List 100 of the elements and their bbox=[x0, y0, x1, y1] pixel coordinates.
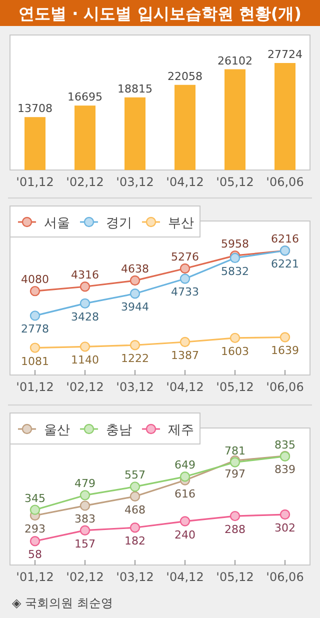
data-label: 1639 bbox=[271, 344, 299, 358]
point bbox=[180, 263, 190, 274]
data-label: 302 bbox=[274, 522, 296, 535]
point bbox=[80, 500, 90, 511]
bar bbox=[274, 63, 296, 170]
data-label: 157 bbox=[74, 537, 96, 550]
bar bbox=[174, 84, 196, 170]
text: ◈ 국회의원 최순영 bbox=[12, 596, 113, 610]
point bbox=[130, 275, 140, 286]
data-label: 839 bbox=[274, 462, 296, 476]
point bbox=[280, 509, 290, 520]
point bbox=[30, 342, 40, 353]
data-label: 288 bbox=[224, 523, 246, 536]
legend-label: 경기 bbox=[106, 216, 132, 231]
x-tick-label: '01,12 bbox=[16, 570, 54, 584]
data-label: 18815 bbox=[118, 82, 152, 96]
point bbox=[130, 288, 140, 299]
x-tick-label: '05,12 bbox=[216, 175, 254, 189]
data-label: 16695 bbox=[68, 90, 102, 104]
x-tick-label: '03,12 bbox=[116, 380, 154, 394]
data-label: 835 bbox=[274, 438, 296, 452]
x-tick-label: '04,12 bbox=[166, 175, 204, 189]
x-tick-label: '01,12 bbox=[16, 175, 54, 189]
bar bbox=[224, 69, 246, 170]
data-label: 13708 bbox=[18, 102, 52, 116]
data-label: 345 bbox=[24, 492, 46, 505]
x-tick-label: '03,12 bbox=[116, 570, 154, 584]
x-tick-label: '03,12 bbox=[116, 175, 154, 189]
x-tick-label: '06,06 bbox=[266, 380, 304, 394]
legend-label: 울산 bbox=[44, 423, 70, 438]
data-label: 4316 bbox=[71, 268, 99, 282]
data-label: 22058 bbox=[168, 70, 202, 83]
data-label: 1387 bbox=[171, 349, 199, 362]
data-label: 58 bbox=[28, 548, 42, 562]
data-label: 3428 bbox=[71, 310, 99, 324]
data-label: 1081 bbox=[21, 354, 49, 368]
data-label: 1140 bbox=[71, 354, 99, 367]
point bbox=[280, 332, 290, 342]
data-label: 6221 bbox=[271, 258, 299, 271]
point bbox=[30, 310, 40, 321]
point bbox=[130, 491, 140, 502]
legend-label: 서울 bbox=[44, 216, 70, 231]
point bbox=[30, 286, 40, 296]
point bbox=[30, 504, 40, 515]
data-label: 557 bbox=[124, 468, 146, 482]
legend-label: 충남 bbox=[106, 423, 132, 438]
x-tick-label: '01,12 bbox=[16, 380, 54, 394]
chart-title: 연도별 · 시도별 입시보습학원 현황(개) bbox=[18, 4, 302, 23]
data-label: 6216 bbox=[271, 232, 299, 246]
point bbox=[80, 525, 90, 536]
data-label: 797 bbox=[224, 468, 246, 481]
point bbox=[180, 336, 190, 348]
data-label: 26102 bbox=[218, 54, 252, 68]
point bbox=[230, 510, 240, 522]
data-label: 468 bbox=[124, 503, 146, 516]
x-tick-label: '06,06 bbox=[266, 570, 304, 584]
x-tick-label: '02,12 bbox=[66, 175, 104, 189]
point bbox=[80, 298, 90, 309]
data-label: 5276 bbox=[171, 250, 199, 264]
point bbox=[80, 342, 90, 352]
data-label: 479 bbox=[74, 477, 96, 490]
data-label: 4733 bbox=[171, 286, 199, 299]
point bbox=[130, 482, 140, 492]
point bbox=[180, 516, 190, 526]
x-tick-label: '05,12 bbox=[216, 570, 254, 584]
point bbox=[80, 282, 90, 292]
point bbox=[80, 490, 90, 500]
point bbox=[30, 536, 40, 546]
data-label: 2778 bbox=[21, 322, 49, 336]
x-tick-label: '02,12 bbox=[66, 570, 104, 584]
x-tick-label: '04,12 bbox=[166, 380, 204, 394]
point bbox=[130, 340, 140, 350]
point bbox=[130, 522, 140, 533]
data-label: 1222 bbox=[121, 352, 149, 366]
data-label: 4638 bbox=[121, 262, 149, 276]
data-label: 4080 bbox=[21, 273, 49, 286]
data-label: 781 bbox=[224, 444, 246, 458]
x-tick-label: '05,12 bbox=[216, 380, 254, 394]
bar bbox=[124, 97, 146, 170]
point bbox=[230, 332, 240, 344]
data-label: 293 bbox=[24, 522, 46, 536]
data-label: 3944 bbox=[121, 300, 149, 314]
data-label: 5832 bbox=[221, 264, 249, 278]
x-tick-label: '02,12 bbox=[66, 380, 104, 394]
data-label: 27724 bbox=[268, 48, 302, 61]
data-label: 649 bbox=[174, 458, 196, 472]
data-label: 5958 bbox=[221, 238, 249, 251]
point bbox=[230, 252, 240, 264]
legend-label: 부산 bbox=[168, 216, 194, 231]
bar bbox=[74, 106, 96, 170]
legend-label: 제주 bbox=[168, 423, 194, 438]
data-label: 1603 bbox=[221, 344, 249, 358]
point bbox=[180, 472, 190, 482]
bar bbox=[24, 117, 46, 170]
data-label: 182 bbox=[124, 534, 146, 548]
data-label: 240 bbox=[174, 528, 196, 542]
point bbox=[180, 274, 190, 284]
data-label: 616 bbox=[174, 487, 196, 500]
x-tick-label: '04,12 bbox=[166, 570, 204, 584]
x-tick-label: '06,06 bbox=[266, 175, 304, 189]
